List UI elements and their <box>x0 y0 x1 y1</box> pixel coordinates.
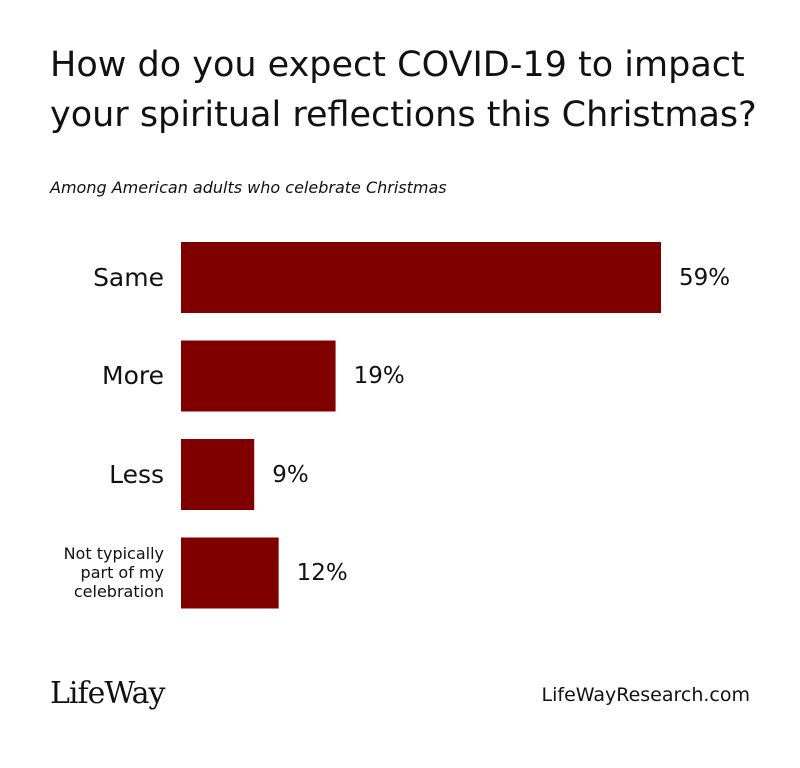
source-url: LifeWayResearch.com <box>541 684 750 706</box>
chart-title: How do you expect COVID-19 to impact you… <box>50 45 757 135</box>
value-label: 19% <box>353 363 405 389</box>
bar <box>181 537 279 609</box>
logo: LifeWay <box>50 676 165 711</box>
chart-subtitle: Among American adults who celebrate Chri… <box>50 178 447 197</box>
category-label: Same <box>93 262 164 292</box>
value-label: 12% <box>296 560 348 586</box>
value-label: 9% <box>272 461 309 488</box>
bar <box>181 242 661 313</box>
bar <box>181 340 336 412</box>
category-label: Less <box>109 459 164 489</box>
bar <box>181 439 255 510</box>
value-label: 59% <box>679 264 731 291</box>
category-label: Not typically part of my celebration <box>63 544 164 602</box>
category-label: More <box>102 361 164 390</box>
